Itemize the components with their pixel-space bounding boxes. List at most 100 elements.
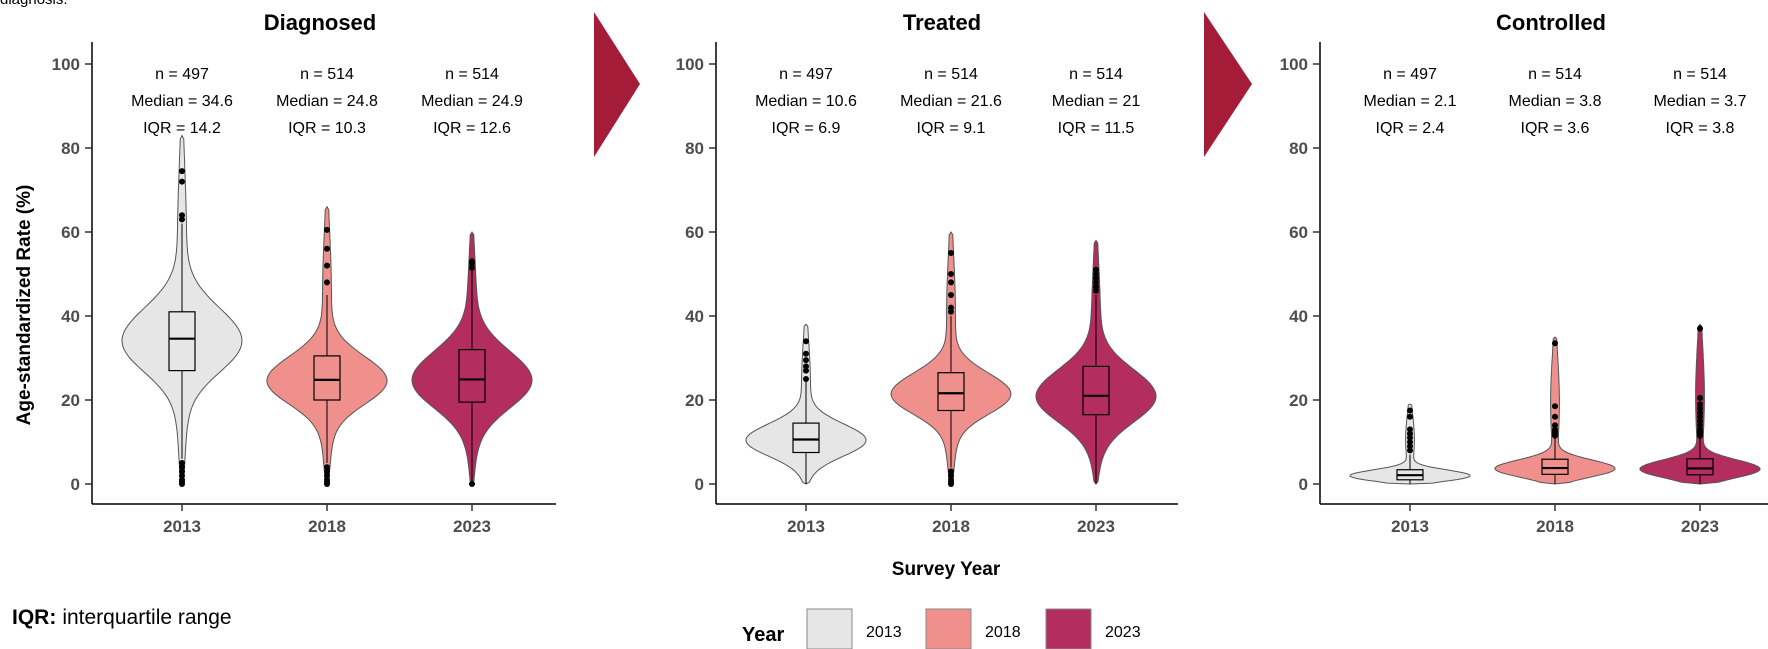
x-tick-label: 2018 [1536, 517, 1574, 536]
outlier-point [948, 308, 954, 315]
iqr-box [792, 422, 820, 454]
outlier-point [1407, 447, 1413, 454]
stat-median-label: Median = 21 [1052, 93, 1141, 110]
outlier-point [324, 476, 330, 483]
stat-n-label: n = 497 [1383, 66, 1437, 83]
stat-median-label: Median = 21.6 [900, 93, 1002, 110]
y-tick-label: 100 [676, 55, 704, 74]
outlier-point [469, 258, 475, 265]
y-tick-label: 40 [61, 307, 80, 326]
stat-iqr-label: IQR = 11.5 [1058, 120, 1135, 137]
iqr-box [937, 372, 965, 412]
stat-median-label: Median = 34.6 [131, 93, 233, 110]
outlier-point [324, 226, 330, 233]
footnote-text: IQR: interquartile range [12, 606, 232, 629]
outlier-point [1697, 413, 1703, 420]
stat-median-label: Median = 10.6 [755, 93, 857, 110]
violin-2023 [411, 231, 533, 485]
stat-n-label: n = 497 [155, 66, 209, 83]
x-tick-label: 2018 [932, 517, 970, 536]
legend-label-2013: 2013 [866, 624, 902, 641]
x-tick-label: 2013 [1391, 517, 1429, 536]
panel-title: Treated [903, 10, 981, 35]
iqr-box [313, 355, 341, 401]
stat-n-label: n = 514 [924, 66, 978, 83]
outlier-point [948, 476, 954, 483]
y-tick-label: 0 [1299, 475, 1308, 494]
iqr-box [458, 349, 486, 403]
x-tick-label: 2023 [453, 517, 491, 536]
arrow-right-icon [594, 12, 640, 157]
stat-iqr-label: IQR = 12.6 [433, 120, 511, 137]
stat-iqr-label: IQR = 3.8 [1666, 120, 1735, 137]
y-tick-label: 80 [685, 139, 704, 158]
outlier-point [948, 250, 954, 256]
outlier-point [324, 464, 330, 471]
outlier-point [1407, 439, 1413, 445]
iqr-box [1686, 458, 1714, 476]
outlier-point [803, 363, 809, 370]
outlier-point [469, 481, 475, 487]
outlier-point [803, 357, 809, 364]
outlier-point [1697, 418, 1703, 424]
stat-iqr-label: IQR = 2.4 [1376, 120, 1445, 137]
panel-title: Controlled [1496, 10, 1606, 35]
outlier-point [1697, 422, 1703, 429]
y-tick-label: 20 [61, 391, 80, 410]
footnote-definition: interquartile range [62, 606, 231, 629]
outlier-point [179, 464, 185, 471]
outlier-point [948, 292, 954, 298]
outlier-point [179, 476, 185, 483]
outlier-point [1093, 287, 1099, 294]
legend-swatch-2013 [806, 608, 853, 649]
legend-swatch-2023 [1045, 608, 1092, 649]
arrow-right-icon [1204, 12, 1252, 157]
outlier-point [324, 279, 330, 286]
outlier-point [948, 472, 954, 479]
panel-controlled: Controlled 0 20 40 60 80 100 2013 n = 497 Median… [1280, 10, 1768, 536]
outlier-point [1407, 430, 1413, 437]
outlier-point [1093, 275, 1099, 282]
y-tick-label: 20 [1289, 391, 1308, 410]
outlier-point [179, 216, 185, 223]
outlier-point [1697, 426, 1703, 433]
outlier-point [1407, 426, 1413, 433]
stat-n-label: n = 514 [300, 66, 354, 83]
footnote: IQR: interquartile range [12, 606, 232, 629]
y-tick-label: 20 [685, 391, 704, 410]
stat-n-label: n = 514 [1528, 66, 1582, 83]
outlier-point [469, 264, 475, 271]
y-tick-label: 40 [1289, 307, 1308, 326]
outlier-point [1093, 266, 1099, 273]
outlier-point [1407, 413, 1413, 420]
panel-plot: 0 20 40 60 80 100 2013 n = 497 Median = 34.6 IQR … [52, 42, 556, 536]
iqr-box [1082, 365, 1110, 416]
stat-median-label: Median = 24.8 [276, 93, 378, 110]
stat-median-label: Median = 3.8 [1509, 93, 1602, 110]
violin-2018 [1494, 336, 1616, 485]
y-tick-label: 80 [61, 139, 80, 158]
footnote-label: IQR: [12, 606, 56, 629]
outlier-point [179, 212, 185, 219]
outlier-point [1697, 405, 1703, 412]
outlier-point [1093, 283, 1099, 290]
outlier-point [179, 472, 185, 479]
outlier-point [1697, 325, 1703, 332]
y-tick-label: 0 [695, 475, 704, 494]
caption-fragment: diagnosis. [0, 0, 68, 8]
panel-diagnosed: Diagnosed 0 20 40 60 80 100 2013 n = 497 Median … [52, 10, 556, 536]
stat-n-label: n = 514 [445, 66, 499, 83]
outlier-point [1407, 443, 1413, 450]
outlier-point [1093, 279, 1099, 286]
outlier-point [803, 367, 809, 374]
stat-median-label: Median = 24.9 [421, 93, 523, 110]
outlier-point [948, 468, 954, 475]
outlier-point [1697, 401, 1703, 408]
outlier-point [1697, 394, 1703, 401]
iqr-box [168, 311, 196, 372]
y-tick-label: 40 [685, 307, 704, 326]
outlier-point [179, 468, 185, 475]
legend-swatch-2018 [925, 608, 972, 649]
stat-n-label: n = 514 [1673, 66, 1727, 83]
